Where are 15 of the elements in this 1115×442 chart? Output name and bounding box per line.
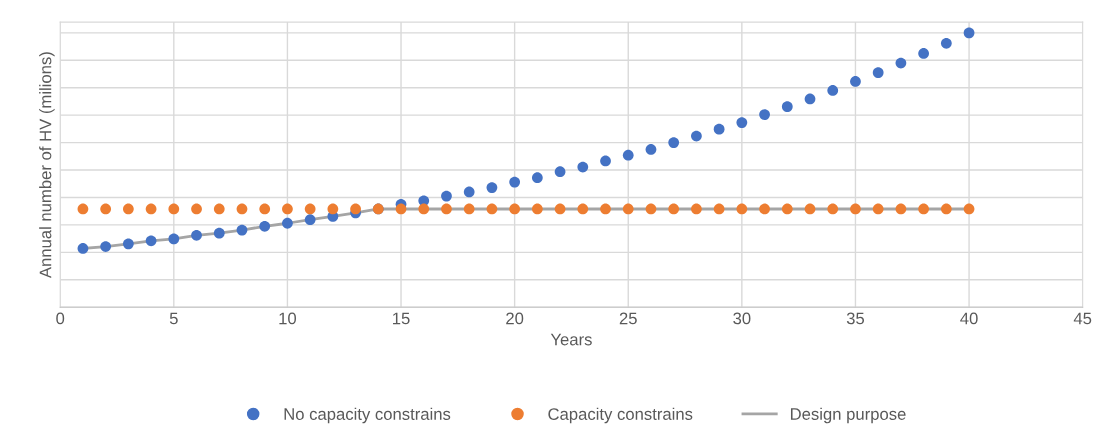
x-tick-label: 0 <box>56 312 65 325</box>
x-tick-label: 35 <box>846 312 865 325</box>
x-tick-label: 45 <box>1073 312 1092 325</box>
x-tick-label: 10 <box>279 312 297 325</box>
x-axis-title: Years <box>550 333 592 346</box>
x-tick-label: 25 <box>619 312 637 325</box>
x-tick-label: 20 <box>506 312 524 325</box>
legend-label: No capacity constrains <box>284 407 451 424</box>
legend-label: Capacity constrains <box>548 407 693 424</box>
y-axis-title: Annual number of HV (milions) <box>39 52 55 279</box>
x-tick-label: 30 <box>733 312 751 325</box>
x-tick-label: 5 <box>169 312 178 325</box>
x-tick-label: 15 <box>393 312 410 325</box>
legend-label: Design purpose <box>790 407 906 424</box>
x-tick-label: 40 <box>960 312 978 325</box>
